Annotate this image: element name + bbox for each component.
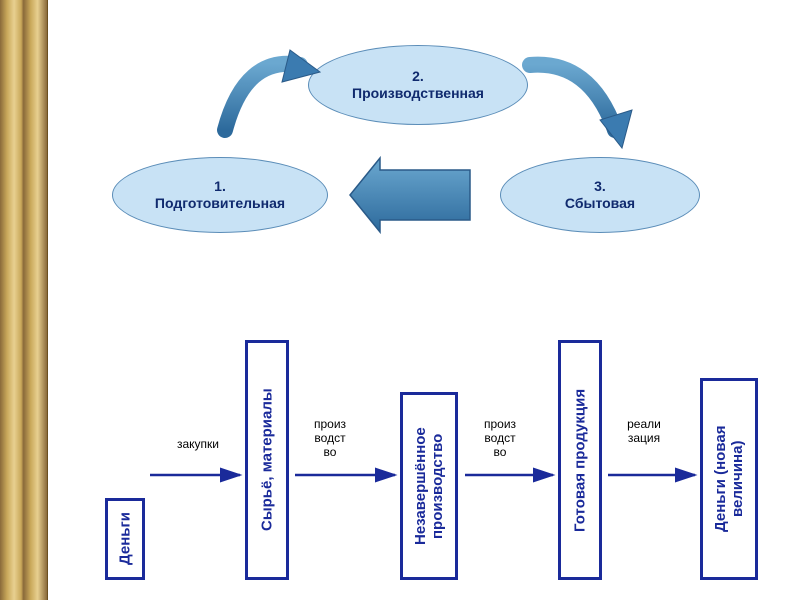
cycle-arrow-1-to-2 — [225, 50, 320, 130]
cycle-arrow-3-to-1 — [350, 158, 470, 232]
flow-label-2: производство — [470, 418, 530, 459]
flow-box-b1: Деньги — [105, 498, 145, 580]
flow-box-b5: Деньги (новая величина) — [700, 378, 758, 580]
flow-label-0: закупки — [158, 438, 238, 452]
cycle-node-3-num: 3. — [594, 178, 606, 194]
cycle-node-3-label: Сбытовая — [565, 195, 635, 211]
cycle-node-1-num: 1. — [214, 178, 226, 194]
cycle-node-preparatory: 1. Подготовительная — [112, 157, 328, 233]
cycle-node-production: 2. Производственная — [308, 45, 528, 125]
flow-box-b2: Сырьё, материалы — [245, 340, 289, 580]
flow-label-1: производство — [300, 418, 360, 459]
flow-box-b3: Незавершённое производство — [400, 392, 458, 580]
flow-label-3: реализация — [614, 418, 674, 446]
decorative-left-bar — [0, 0, 48, 600]
flow-box-b4: Готовая продукция — [558, 340, 602, 580]
cycle-arrow-2-to-3 — [530, 65, 632, 148]
cycle-node-1-label: Подготовительная — [155, 195, 285, 211]
cycle-node-2-num: 2. — [412, 68, 424, 84]
cycle-node-2-label: Производственная — [352, 85, 484, 101]
cycle-node-sales: 3. Сбытовая — [500, 157, 700, 233]
